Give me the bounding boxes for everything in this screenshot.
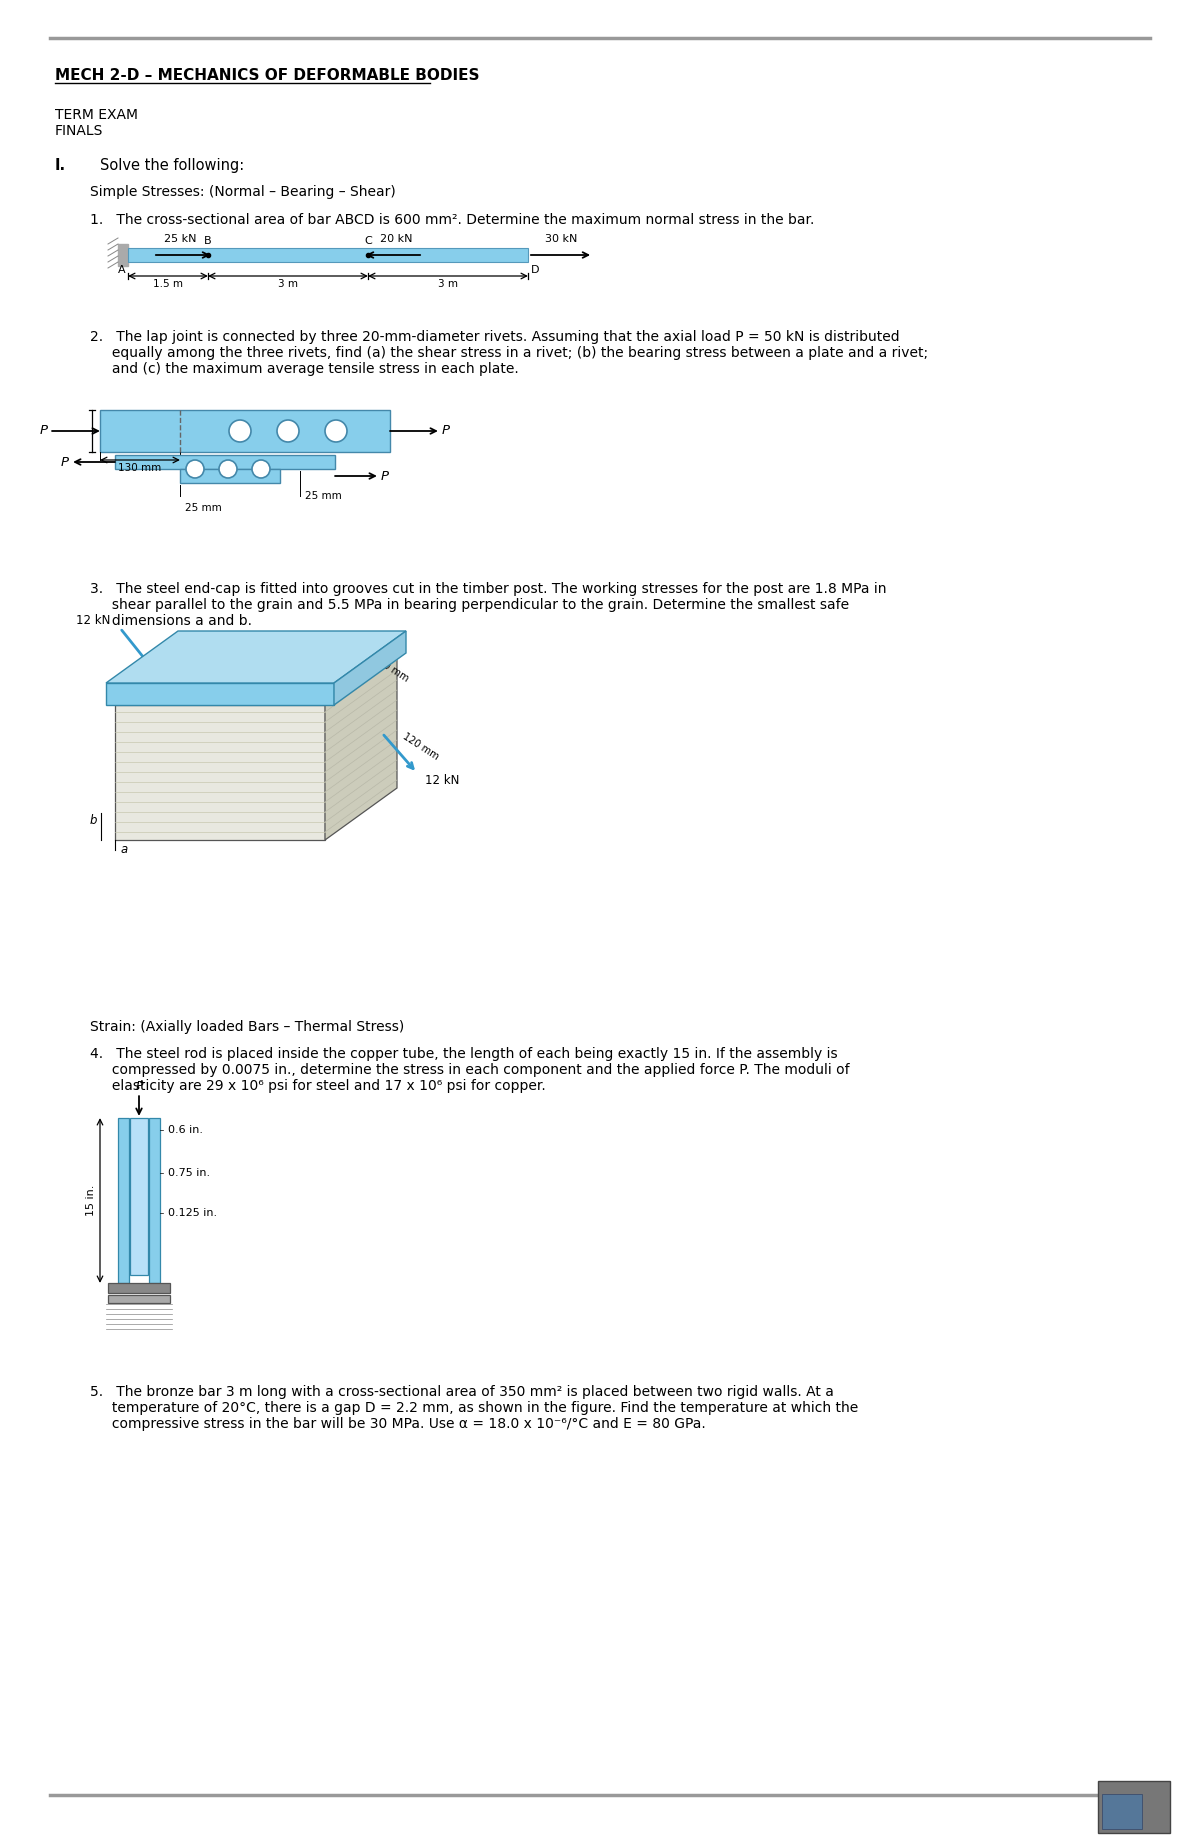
Circle shape: [220, 461, 238, 477]
Polygon shape: [115, 705, 325, 840]
Bar: [115, 455, 335, 470]
Text: MECH 2-D – MECHANICS OF DEFORMABLE BODIES: MECH 2-D – MECHANICS OF DEFORMABLE BODIE…: [55, 68, 480, 83]
Text: 4.   The steel rod is placed inside the copper tube, the length of each being ex: 4. The steel rod is placed inside the co…: [90, 1048, 838, 1061]
Bar: [180, 470, 280, 483]
Bar: [1098, 1782, 1170, 1833]
Circle shape: [186, 461, 204, 477]
Text: P: P: [382, 470, 389, 483]
Polygon shape: [325, 653, 397, 840]
Text: 0.6 in.: 0.6 in.: [168, 1125, 203, 1136]
Bar: [128, 248, 528, 262]
Polygon shape: [106, 683, 334, 705]
Text: 12 kN: 12 kN: [76, 615, 110, 628]
Text: 5.   The bronze bar 3 m long with a cross-sectional area of 350 mm² is placed be: 5. The bronze bar 3 m long with a cross-…: [90, 1385, 834, 1398]
Text: B: B: [204, 237, 212, 246]
Text: FINALS: FINALS: [55, 125, 103, 138]
Text: TERM EXAM: TERM EXAM: [55, 108, 138, 121]
Text: and (c) the maximum average tensile stress in each plate.: and (c) the maximum average tensile stre…: [90, 361, 518, 376]
Bar: [1102, 1795, 1142, 1829]
Text: 12 kN: 12 kN: [425, 774, 460, 787]
Text: 0.75 in.: 0.75 in.: [168, 1169, 210, 1178]
Polygon shape: [115, 653, 397, 705]
Text: 25 mm: 25 mm: [305, 492, 342, 501]
Text: Strain: (Axially loaded Bars – Thermal Stress): Strain: (Axially loaded Bars – Thermal S…: [90, 1020, 404, 1033]
Bar: [130, 1118, 148, 1275]
Bar: [108, 1283, 170, 1294]
Text: compressed by 0.0075 in., determine the stress in each component and the applied: compressed by 0.0075 in., determine the …: [90, 1062, 850, 1077]
Text: 3 m: 3 m: [438, 279, 458, 288]
Text: shear parallel to the grain and 5.5 MPa in bearing perpendicular to the grain. D: shear parallel to the grain and 5.5 MPa …: [90, 598, 850, 613]
Bar: [118, 244, 128, 266]
Text: Simple Stresses: (Normal – Bearing – Shear): Simple Stresses: (Normal – Bearing – She…: [90, 185, 396, 198]
Text: P: P: [442, 424, 450, 437]
Bar: [100, 409, 390, 451]
Text: C: C: [364, 237, 372, 246]
Text: I.: I.: [55, 158, 66, 172]
Polygon shape: [334, 631, 406, 705]
Text: b: b: [90, 813, 97, 826]
Text: 1.5 m: 1.5 m: [154, 279, 182, 288]
Text: 160 mm: 160 mm: [371, 653, 410, 684]
Text: 25 kN: 25 kN: [163, 235, 197, 244]
Circle shape: [277, 420, 299, 442]
Text: 120 mm: 120 mm: [401, 730, 440, 762]
Text: dimensions a and b.: dimensions a and b.: [90, 615, 252, 628]
Text: 1.   The cross-sectional area of bar ABCD is 600 mm². Determine the maximum norm: 1. The cross-sectional area of bar ABCD …: [90, 213, 815, 228]
Polygon shape: [106, 631, 406, 683]
Text: 130 mm: 130 mm: [119, 462, 162, 473]
Text: 2.   The lap joint is connected by three 20-mm-diameter rivets. Assuming that th: 2. The lap joint is connected by three 2…: [90, 330, 900, 343]
Text: 3.   The steel end-cap is fitted into grooves cut in the timber post. The workin: 3. The steel end-cap is fitted into groo…: [90, 582, 887, 596]
Text: P: P: [61, 455, 70, 468]
Text: a: a: [121, 842, 128, 855]
Bar: [108, 1296, 170, 1303]
Text: P: P: [40, 424, 48, 437]
Text: A: A: [119, 264, 126, 275]
Text: compressive stress in the bar will be 30 MPa. Use α = 18.0 x 10⁻⁶/°C and E = 80 : compressive stress in the bar will be 30…: [90, 1417, 706, 1431]
Text: elasticity are 29 x 10⁶ psi for steel and 17 x 10⁶ psi for copper.: elasticity are 29 x 10⁶ psi for steel an…: [90, 1079, 546, 1094]
Text: D: D: [530, 264, 540, 275]
Text: temperature of 20°C, there is a gap D = 2.2 mm, as shown in the figure. Find the: temperature of 20°C, there is a gap D = …: [90, 1400, 858, 1415]
Circle shape: [229, 420, 251, 442]
Text: 0.125 in.: 0.125 in.: [168, 1207, 217, 1218]
Text: equally among the three rivets, find (a) the shear stress in a rivet; (b) the be: equally among the three rivets, find (a)…: [90, 347, 928, 360]
Text: 15 in.: 15 in.: [86, 1185, 96, 1217]
Text: 3 m: 3 m: [278, 279, 298, 288]
Text: Solve the following:: Solve the following:: [100, 158, 245, 172]
Bar: [149, 1118, 160, 1283]
Text: 20 kN: 20 kN: [379, 235, 413, 244]
Text: 25 mm: 25 mm: [185, 503, 222, 514]
Text: 30 kN: 30 kN: [545, 235, 577, 244]
Bar: [118, 1118, 130, 1283]
Circle shape: [325, 420, 347, 442]
Circle shape: [252, 461, 270, 477]
Text: P: P: [136, 1081, 143, 1094]
